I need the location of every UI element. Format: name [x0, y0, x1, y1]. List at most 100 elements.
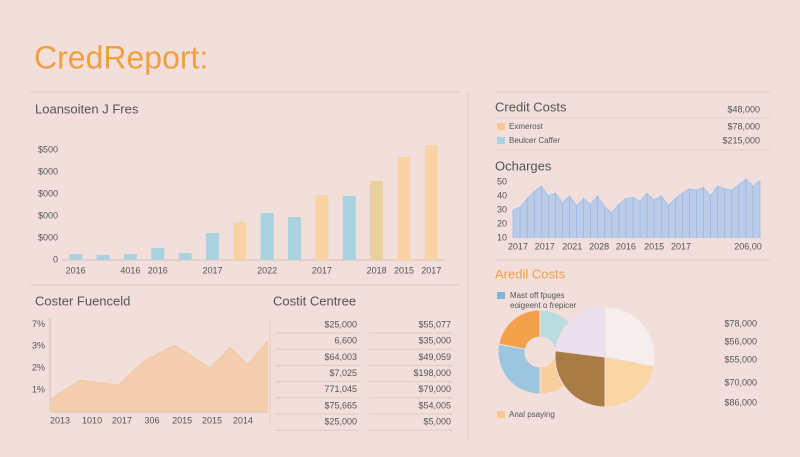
- amount: $78,000: [727, 121, 760, 131]
- table-cell: $55,077: [418, 319, 451, 329]
- y-tick-label: $000: [38, 232, 58, 242]
- y-tick-label: $000: [38, 188, 58, 198]
- y-tick-label: 1%: [32, 384, 45, 394]
- y-tick-label: 10: [497, 232, 507, 242]
- area: [50, 340, 268, 412]
- y-tick-label: 0: [53, 254, 58, 264]
- x-tick-label: 2017: [671, 241, 691, 251]
- y-tick-label: 3%: [32, 341, 45, 351]
- panel-title: Aredil Costs: [495, 266, 566, 281]
- chart-title: Ocharges: [495, 158, 552, 173]
- x-tick-label: 2015: [394, 265, 414, 275]
- amount: $55,000: [724, 354, 757, 364]
- y-tick-label: 40: [497, 190, 507, 200]
- x-tick-label: 2017: [202, 265, 222, 275]
- area-line: [512, 178, 761, 214]
- x-tick-label: 2016: [148, 265, 168, 275]
- x-tick-label: 2014: [233, 415, 253, 425]
- panel-title: Credit Costs: [495, 99, 567, 114]
- bar: [288, 217, 302, 260]
- x-tick-label: 206,00: [734, 241, 762, 251]
- chart-title: Loansoiten J Fres: [35, 101, 139, 116]
- legend-text: Exmerost: [509, 122, 544, 131]
- legend-text: eoigeent o frepicer: [510, 301, 577, 310]
- pie-slice: [604, 306, 656, 367]
- amount: $86,000: [724, 397, 757, 407]
- bar: [397, 157, 411, 260]
- y-tick-label: 7%: [32, 319, 45, 329]
- x-tick-label: 2021: [562, 241, 582, 251]
- table-cell: $54,005: [418, 400, 451, 410]
- table-title: Costit Centree: [273, 293, 356, 308]
- legend-text: Anal psaying: [509, 410, 555, 419]
- area-line: [49, 339, 269, 401]
- x-tick-label: 2017: [112, 415, 132, 425]
- x-tick-label: 2015: [202, 415, 222, 425]
- pie-slice: [554, 306, 606, 358]
- x-tick-label: 1010: [82, 415, 102, 425]
- area: [513, 179, 760, 238]
- bar: [315, 195, 329, 260]
- y-tick-label: $000: [38, 166, 58, 176]
- bar: [151, 247, 165, 260]
- x-tick-label: 2015: [644, 241, 664, 251]
- bar: [260, 212, 274, 260]
- page-title: CredReport:: [34, 39, 208, 75]
- bar: [233, 221, 247, 260]
- legend-swatch: [497, 292, 505, 299]
- x-tick-label: 2016: [66, 265, 86, 275]
- y-tick-label: $000: [38, 210, 58, 220]
- bar: [424, 144, 438, 260]
- amount: $56,000: [724, 336, 757, 346]
- legend-text: Mast off fpuges: [510, 291, 565, 300]
- chart-title: Coster Fuenceld: [35, 293, 130, 308]
- x-tick-label: 2018: [367, 265, 387, 275]
- pie-slice: [497, 343, 541, 395]
- table-cell: $198,000: [413, 368, 451, 378]
- bar: [178, 252, 192, 260]
- bar: [96, 254, 110, 260]
- table-cell: 6,600: [334, 336, 357, 346]
- legend-swatch: [497, 123, 505, 130]
- table-cell: $75,665: [324, 400, 357, 410]
- bar: [370, 181, 384, 260]
- table-cell: $64,003: [324, 352, 357, 362]
- amount: $78,000: [724, 318, 757, 328]
- pie-slice: [554, 350, 606, 408]
- bar: [69, 254, 83, 260]
- legend-swatch: [497, 137, 505, 144]
- x-tick-label: 4016: [120, 265, 140, 275]
- amount: $215,000: [722, 135, 760, 145]
- y-tick-label: $500: [38, 144, 58, 154]
- bar: [123, 254, 137, 260]
- table-cell: $7,025: [329, 368, 357, 378]
- x-tick-label: 2022: [257, 265, 277, 275]
- x-tick-label: 2028: [589, 241, 609, 251]
- y-tick-label: 20: [497, 218, 507, 228]
- legend-swatch: [497, 411, 505, 418]
- x-tick-label: 2013: [50, 415, 70, 425]
- y-tick-label: 50: [497, 176, 507, 186]
- table-cell: 771,045: [324, 384, 357, 394]
- bar: [342, 195, 356, 260]
- table-cell: $49,059: [418, 352, 451, 362]
- amount: $70,000: [724, 377, 757, 387]
- x-tick-label: 2016: [616, 241, 636, 251]
- y-tick-label: 30: [497, 204, 507, 214]
- x-tick-label: 306: [145, 415, 160, 425]
- x-tick-label: 2017: [535, 241, 555, 251]
- pie-slice: [498, 309, 541, 350]
- table-cell: $79,000: [418, 384, 451, 394]
- x-tick-label: 2017: [421, 265, 441, 275]
- table-cell: $25,000: [324, 319, 357, 329]
- pie-slice: [604, 356, 655, 408]
- legend-text: Beulcer Caffer: [509, 136, 560, 145]
- table-cell: $35,000: [418, 336, 451, 346]
- y-tick-label: 2%: [32, 363, 45, 373]
- x-tick-label: 2017: [312, 265, 332, 275]
- bar: [205, 232, 219, 260]
- table-cell: $25,000: [324, 417, 357, 427]
- x-tick-label: 2017: [508, 241, 528, 251]
